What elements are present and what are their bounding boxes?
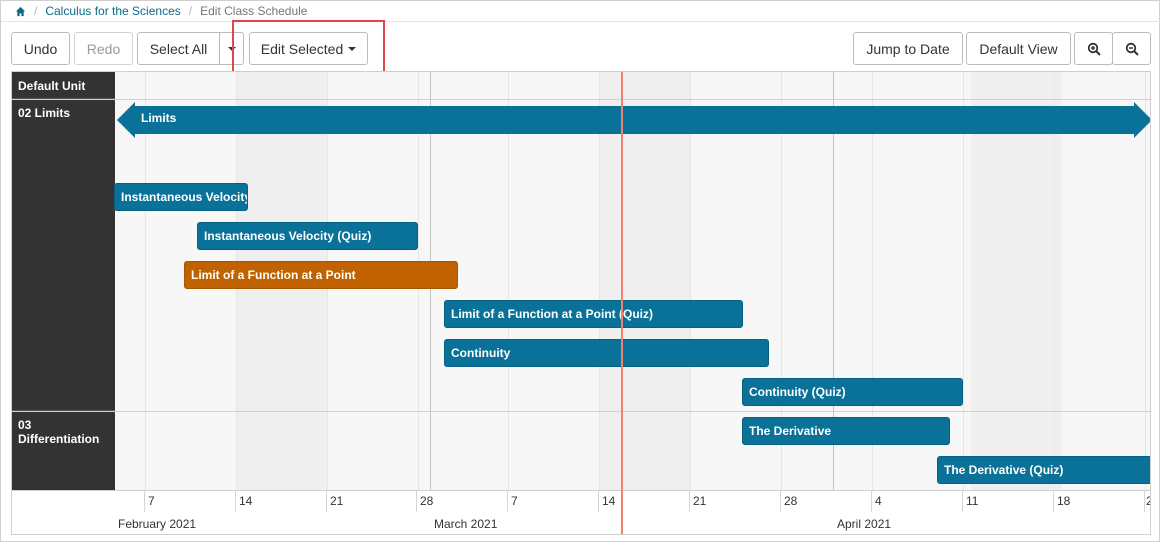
grid-line [1145, 72, 1146, 490]
grid-line [145, 72, 146, 490]
grid-line [508, 72, 509, 490]
unit-range-label: Limits [141, 111, 177, 125]
unit-label-limits: 02 Limits [12, 99, 115, 411]
grid-line [781, 72, 782, 490]
axis-tick-label: 14 [602, 494, 616, 508]
zoom-out-icon [1125, 42, 1139, 56]
schedule-item[interactable]: The Derivative [742, 417, 950, 445]
axis-tick-label: 4 [875, 494, 882, 508]
edit-selected-label: Edit Selected [260, 40, 344, 57]
date-axis [12, 490, 1150, 534]
chevron-down-icon [227, 46, 236, 51]
schedule-item[interactable]: Limit of a Function at a Point [184, 261, 458, 289]
month-label: March 2021 [434, 517, 498, 531]
zoom-in-button[interactable] [1074, 32, 1113, 65]
jump-to-date-button[interactable]: Jump to Date [853, 32, 963, 65]
axis-tick [507, 490, 508, 512]
grid-line [599, 72, 600, 490]
axis-tick-label: 14 [239, 494, 253, 508]
axis-tick-label: 21 [693, 494, 707, 508]
week-shade [600, 72, 691, 490]
schedule-item[interactable]: The Derivative (Quiz) [937, 456, 1150, 484]
unit-range-bar-limits[interactable] [117, 100, 1151, 140]
schedule-item[interactable]: Instantaneous Velocity [114, 183, 248, 211]
axis-tick-label: 21 [330, 494, 344, 508]
axis-tick [780, 490, 781, 512]
axis-tick-label: 11 [966, 494, 979, 508]
month-label: April 2021 [837, 517, 892, 531]
unit-label-differentiation: 03 Differentiation [12, 411, 115, 490]
today-marker [621, 72, 623, 534]
axis-tick-label: 7 [148, 494, 155, 508]
axis-tick [598, 490, 599, 512]
grid-line [1054, 72, 1055, 490]
month-label: February 2021 [118, 517, 197, 531]
schedule-grid: Default Unit 02 Limits 03 Differentiatio… [11, 71, 1151, 535]
edit-selected-button[interactable]: Edit Selected [249, 32, 368, 65]
axis-tick [144, 490, 145, 512]
week-shade [971, 72, 1062, 490]
breadcrumb-current: Edit Class Schedule [200, 4, 308, 18]
axis-tick [326, 490, 327, 512]
unit-label-default: Default Unit [12, 72, 115, 99]
breadcrumb-course-link[interactable]: Calculus for the Sciences [45, 4, 181, 18]
axis-tick-label: 18 [1057, 494, 1071, 508]
row-divider [12, 411, 1150, 412]
schedule-item[interactable]: Continuity (Quiz) [742, 378, 963, 406]
axis-tick [1144, 490, 1145, 512]
redo-button[interactable]: Redo [74, 32, 133, 65]
axis-tick [689, 490, 690, 512]
breadcrumb-separator: / [34, 4, 38, 18]
toolbar-divider [1, 21, 1160, 22]
row-divider [12, 99, 1150, 100]
axis-tick [416, 490, 417, 512]
axis-tick [1053, 490, 1054, 512]
axis-tick [235, 490, 236, 512]
grid-line [872, 72, 873, 490]
chevron-down-icon [348, 46, 357, 51]
axis-tick [962, 490, 963, 512]
schedule-item[interactable]: Limit of a Function at a Point (Quiz) [444, 300, 743, 328]
home-icon[interactable] [15, 6, 26, 17]
axis-tick-label: 28 [420, 494, 434, 508]
select-all-button[interactable]: Select All [137, 32, 220, 65]
axis-tick [871, 490, 872, 512]
axis-tick-label: 28 [784, 494, 798, 508]
schedule-item[interactable]: Instantaneous Velocity (Quiz) [197, 222, 418, 250]
month-divider [833, 72, 834, 534]
breadcrumb-separator: / [188, 4, 193, 18]
grid-line [963, 72, 964, 490]
axis-tick-label: 7 [511, 494, 518, 508]
axis-tick-label: 2 [1146, 494, 1150, 508]
default-view-button[interactable]: Default View [966, 32, 1071, 65]
select-all-dropdown-toggle[interactable] [219, 32, 244, 65]
undo-button[interactable]: Undo [11, 32, 70, 65]
schedule-item[interactable]: Continuity [444, 339, 769, 367]
breadcrumb: / Calculus for the Sciences / Edit Class… [15, 3, 307, 19]
zoom-out-button[interactable] [1112, 32, 1151, 65]
zoom-in-icon [1087, 42, 1101, 56]
month-divider [430, 72, 431, 534]
grid-line [690, 72, 691, 490]
